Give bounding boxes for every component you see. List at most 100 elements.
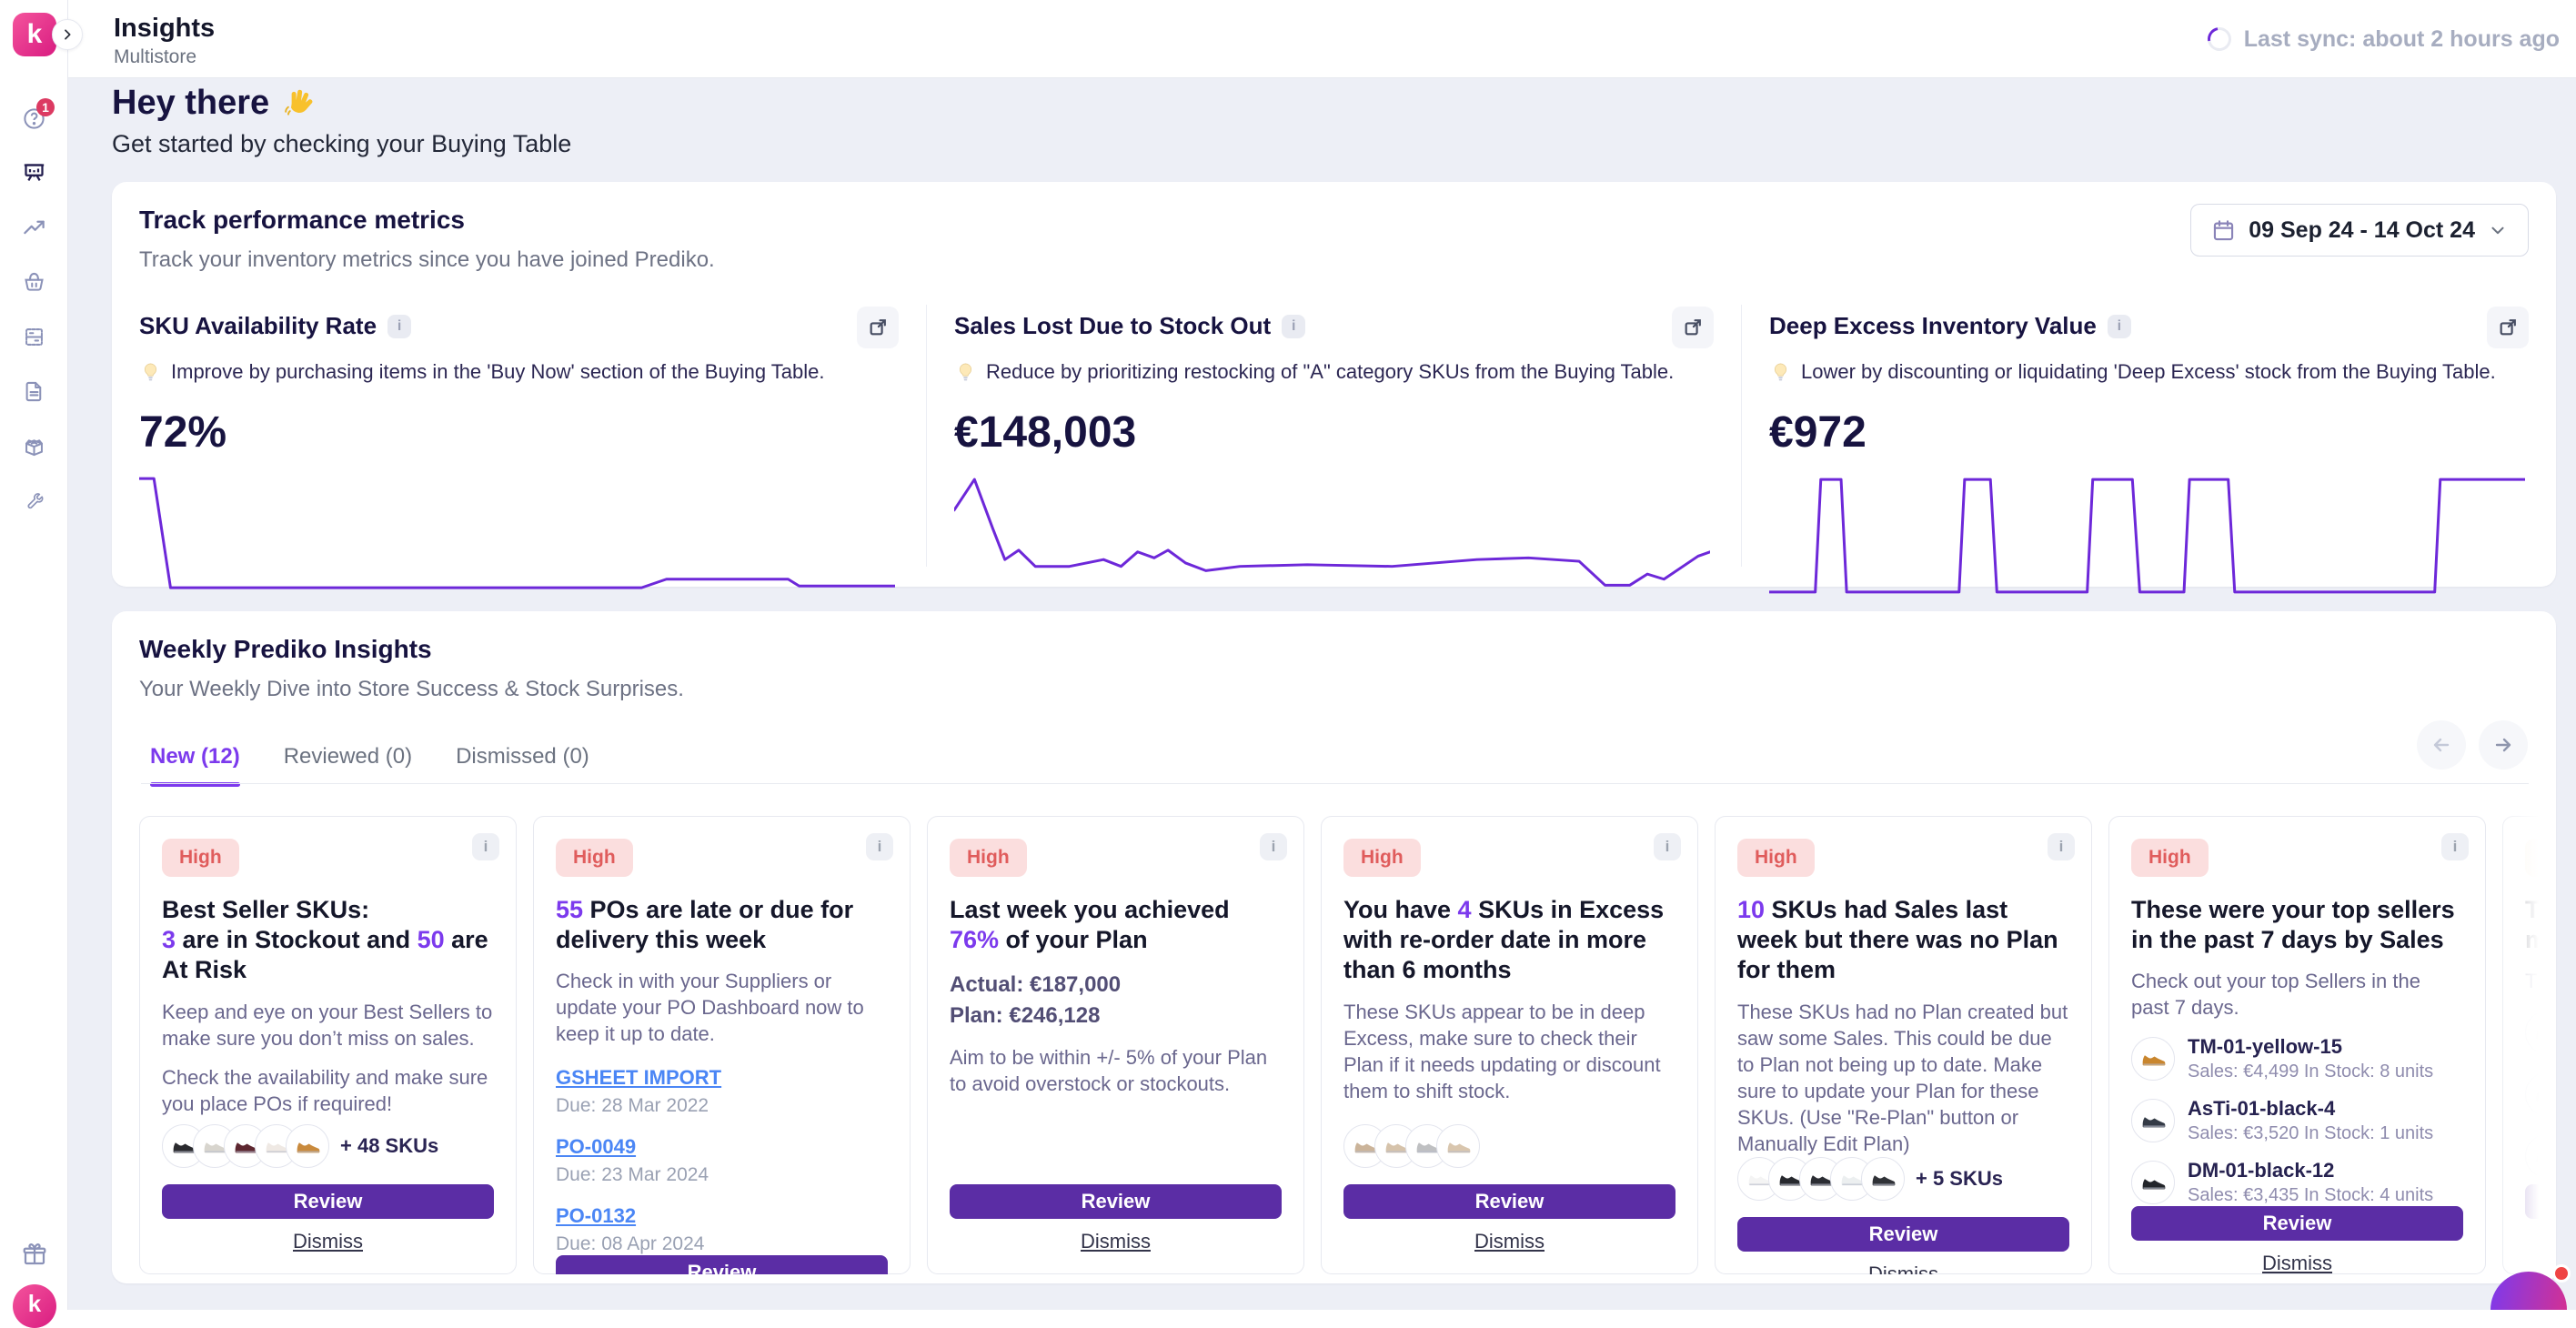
open-metric-button[interactable] xyxy=(1672,307,1714,348)
product-row: TL xyxy=(2525,1009,2555,1056)
user-avatar[interactable]: k xyxy=(13,1284,56,1328)
nav-planning[interactable] xyxy=(0,200,68,255)
metric-panels: SKU Availability Rate i Improve by purchas… xyxy=(112,305,2556,567)
dismiss-link[interactable]: Dismiss xyxy=(2525,1230,2555,1253)
open-metric-button[interactable] xyxy=(2487,307,2529,348)
arrow-right-icon xyxy=(2492,734,2514,756)
hero-subtitle: Get started by checking your Buying Tabl… xyxy=(112,130,571,158)
gift-button[interactable] xyxy=(0,1241,68,1268)
nav-buying[interactable] xyxy=(0,255,68,309)
insights-card-title: Weekly Prediko Insights xyxy=(139,635,684,664)
nav-insights[interactable] xyxy=(0,146,68,200)
dismiss-link[interactable]: Dismiss xyxy=(162,1230,494,1253)
info-icon[interactable]: i xyxy=(387,315,411,338)
product-name: AsTi-01-black-4 xyxy=(2188,1097,2433,1121)
po-link[interactable]: GSHEET IMPORT xyxy=(556,1066,721,1089)
nav-products[interactable] xyxy=(0,418,68,473)
info-icon[interactable]: i xyxy=(1260,833,1287,860)
metric-sparkline xyxy=(1769,467,2525,603)
prev-page-button[interactable] xyxy=(2417,720,2466,770)
review-button[interactable]: Review xyxy=(556,1255,888,1275)
metric-value: 72% xyxy=(139,407,895,458)
metric-tip: Reduce by prioritizing restocking of "A"… xyxy=(954,360,1710,384)
info-icon[interactable]: i xyxy=(2108,315,2131,338)
dismiss-link[interactable]: Dismiss xyxy=(950,1230,1282,1253)
insight-body: These stocko opport capture xyxy=(2525,968,2555,994)
metric-tip-text: Improve by purchasing items in the 'Buy … xyxy=(171,360,824,384)
external-link-icon xyxy=(1683,317,1703,337)
info-icon[interactable]: i xyxy=(2048,833,2075,860)
open-metric-button[interactable] xyxy=(857,307,899,348)
insight-body: Aim to be within +/- 5% of your Plan to … xyxy=(950,1044,1282,1097)
review-button[interactable]: Review xyxy=(2131,1206,2463,1241)
prediko-logo[interactable]: k xyxy=(13,13,56,56)
sku-thumbnail xyxy=(286,1124,329,1168)
tab-new[interactable]: New (12) xyxy=(150,744,240,770)
nav-settings[interactable] xyxy=(0,473,68,528)
weekly-insights-card: Weekly Prediko Insights Your Weekly Dive… xyxy=(112,611,2556,1283)
date-range-picker[interactable]: 09 Sep 24 - 14 Oct 24 xyxy=(2190,204,2529,257)
insight-card: MediumiThesmostThese stocko opport captu… xyxy=(2502,816,2555,1274)
metric-panel-head: SKU Availability Rate i xyxy=(139,312,895,340)
external-link-icon xyxy=(2498,317,2518,337)
tab-reviewed[interactable]: Reviewed (0) xyxy=(284,744,412,770)
sidebar-collapse-button[interactable] xyxy=(52,19,83,50)
insights-card-subtitle: Your Weekly Dive into Store Success & St… xyxy=(139,677,684,702)
metric-tip: Improve by purchasing items in the 'Buy … xyxy=(139,360,895,384)
nav-documents[interactable] xyxy=(0,364,68,418)
info-icon[interactable]: i xyxy=(1654,833,1681,860)
next-page-button[interactable] xyxy=(2479,720,2528,770)
nav-help[interactable]: 1 xyxy=(0,91,68,146)
product-row: AL xyxy=(2525,1071,2555,1118)
review-button[interactable]: Review xyxy=(2525,1184,2555,1219)
dismiss-link[interactable]: Dismiss xyxy=(2131,1252,2463,1274)
insight-title: Thesmost xyxy=(2525,895,2555,955)
last-sync: Last sync: about 2 hours ago xyxy=(2208,0,2560,78)
nav-purchase-orders[interactable] xyxy=(0,309,68,364)
review-button[interactable]: Review xyxy=(162,1184,494,1219)
tab-dismissed[interactable]: Dismissed (0) xyxy=(456,744,589,770)
product-meta: Sales: €3,435 In Stock: 4 units xyxy=(2188,1185,2433,1206)
dismiss-link[interactable]: Dismiss xyxy=(1343,1230,1675,1253)
info-icon[interactable]: i xyxy=(2441,833,2469,860)
dismiss-link[interactable]: Dismiss xyxy=(1737,1263,2069,1274)
performance-metrics-card: Track performance metrics Track your inv… xyxy=(112,182,2556,587)
po-link[interactable]: PO-0132 xyxy=(556,1204,636,1227)
review-button[interactable]: Review xyxy=(1343,1184,1675,1219)
insight-body: These SKUs appear to be in deep Excess, … xyxy=(1343,999,1675,1104)
sku-thumbnails: + 5 SKUs xyxy=(1737,1157,2069,1201)
metric-title: SKU Availability Rate xyxy=(139,312,377,340)
review-button[interactable]: Review xyxy=(950,1184,1282,1219)
hero: Hey there Get started by checking your B… xyxy=(112,84,571,158)
metrics-card-subtitle: Track your inventory metrics since you h… xyxy=(139,247,715,273)
info-icon[interactable]: i xyxy=(472,833,499,860)
metric-tip: Lower by discounting or liquidating 'Dee… xyxy=(1769,360,2525,384)
priority-badge: High xyxy=(950,839,1027,877)
document-icon xyxy=(22,379,46,404)
review-button[interactable]: Review xyxy=(1737,1217,2069,1252)
po-link[interactable]: PO-0049 xyxy=(556,1135,636,1158)
metric-sparkline xyxy=(139,467,895,603)
page-heading: Insights Multistore xyxy=(114,14,215,68)
shoe-image xyxy=(2138,1168,2168,1197)
product-name: TM-01-yellow-15 xyxy=(2188,1035,2433,1059)
page-subtitle: Multistore xyxy=(114,46,215,68)
sidebar-nav: 1 xyxy=(0,91,68,528)
info-icon[interactable]: i xyxy=(866,833,893,860)
insight-body: Check out your top Sellers in the past 7… xyxy=(2131,968,2463,1021)
info-icon[interactable]: i xyxy=(1282,315,1305,338)
help-notification-badge: 1 xyxy=(36,98,55,116)
